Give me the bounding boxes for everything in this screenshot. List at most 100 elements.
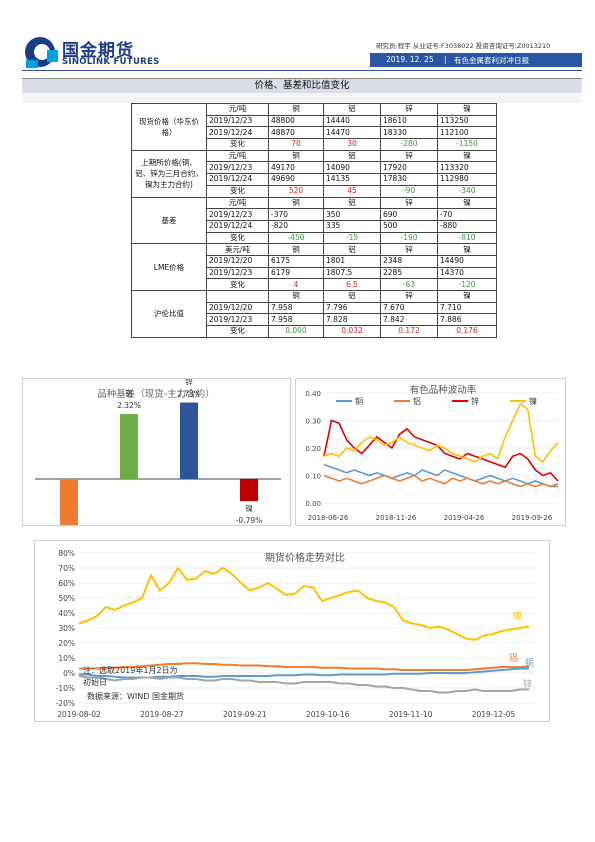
series-line bbox=[79, 662, 530, 671]
y-tick-label: 0.00 bbox=[305, 500, 321, 508]
value-cell: 14490 bbox=[437, 254, 497, 268]
value-cell: 7.958 bbox=[268, 301, 324, 315]
metal-header: 铝 bbox=[323, 103, 381, 116]
chart-note: 注：选取2019年1月2日为 bbox=[83, 665, 178, 675]
change-value: -190 bbox=[380, 231, 438, 245]
bar bbox=[180, 402, 198, 479]
date-cell: 2019/12/23 bbox=[206, 114, 269, 128]
volatility-line-chart: 0.00 0.10 0.20 0.30 0.40 2018-06-26 2018-11-26… bbox=[305, 384, 559, 522]
y-tick-label: 50% bbox=[58, 594, 75, 603]
series-line bbox=[78, 675, 529, 694]
chart-source: 数据来源：WIND 国金期货 bbox=[87, 691, 184, 701]
value-cell: 17830 bbox=[380, 173, 438, 186]
x-tick-label: 2019-04-26 bbox=[444, 514, 485, 522]
value-cell: 1807.5 bbox=[323, 266, 381, 280]
table-row: 2019/12/24 49690 14135 17830 112980 bbox=[132, 173, 497, 186]
change-value: 0.032 bbox=[323, 325, 381, 338]
change-value: 0.000 bbox=[268, 325, 324, 338]
change-label: 变化 bbox=[206, 184, 269, 198]
value-cell: 112100 bbox=[437, 126, 497, 140]
section-background bbox=[22, 93, 582, 103]
metal-header: 锌 bbox=[380, 196, 438, 210]
value-cell: -370 bbox=[268, 208, 324, 221]
change-value: -1150 bbox=[437, 138, 497, 151]
value-cell: 49690 bbox=[268, 173, 324, 186]
date-cell: 2019/12/23 bbox=[206, 161, 269, 175]
table-header-row: LME价格 美元/吨铜铝锌镍 bbox=[131, 243, 497, 291]
value-cell: 7.710 bbox=[437, 301, 497, 315]
category-label: 铝 bbox=[125, 388, 133, 398]
value-cell: 7.828 bbox=[323, 313, 381, 327]
group-label: 基差 bbox=[131, 196, 207, 245]
metal-header: 铜 bbox=[268, 149, 324, 163]
change-value: -120 bbox=[437, 278, 497, 291]
value-cell: 7.886 bbox=[437, 313, 497, 327]
change-value: -450 bbox=[268, 231, 324, 245]
change-value: -810 bbox=[437, 231, 497, 245]
analyst-info: 研究员:程宇 从业证号:F3038022 投资咨询证号:Z0013210 bbox=[376, 42, 551, 50]
value-cell: 335 bbox=[323, 219, 381, 233]
change-value: -340 bbox=[437, 184, 497, 198]
table-header-row: 沪伦比值 铜铝锌镍 bbox=[131, 290, 497, 338]
x-tick-label: 2019-11-10 bbox=[389, 710, 433, 719]
chart-title: 品种基差（现货-主力合约） bbox=[97, 388, 214, 400]
value-cell: 7.958 bbox=[268, 313, 324, 327]
change-value: 0.172 bbox=[380, 325, 438, 338]
x-tick-label: 2019-09-26 bbox=[512, 514, 553, 522]
basis-bar-chart: 品种基差（现货-主力合约）铜-1.68%铝2.32%锌2.73%镍-0.79% bbox=[35, 377, 281, 550]
logo-text-en: SINOLINK FUTURES bbox=[62, 57, 160, 67]
date-cell: 2019/12/24 bbox=[206, 126, 269, 140]
y-tick-label: 0% bbox=[63, 669, 75, 678]
x-tick-label: 2019-10-16 bbox=[306, 710, 350, 719]
value-cell: 14370 bbox=[437, 266, 497, 280]
bar bbox=[240, 479, 258, 502]
metal-header: 铝 bbox=[323, 149, 381, 163]
y-tick-label: 40% bbox=[58, 609, 75, 618]
metal-header: 锌 bbox=[380, 290, 438, 303]
price-trend-chart-frame: 80% 70% 60% 50% 40% 30% 20% 10% 0% -10% -20% 2019-0… bbox=[34, 540, 550, 722]
series-line bbox=[78, 566, 530, 642]
date-cell: 2019/12/24 bbox=[206, 219, 269, 233]
change-value: 6.5 bbox=[323, 278, 381, 291]
group-label: 上期所价格(铜、铝、锌为三月合约，镍为主力合约) bbox=[131, 149, 207, 198]
series-label: 铜 bbox=[525, 657, 534, 669]
change-label: 变化 bbox=[206, 138, 269, 151]
metal-header: 铝 bbox=[323, 243, 381, 256]
change-value: 520 bbox=[268, 184, 324, 198]
table-row: 2019/12/20 6175 1801 2348 14490 bbox=[132, 254, 497, 268]
logo-text-cn: 国金期货 bbox=[62, 41, 134, 61]
table-row: 2019/12/24 -820 335 500 -880 bbox=[132, 219, 497, 233]
metal-header: 锌 bbox=[380, 103, 438, 116]
series-line bbox=[323, 474, 559, 488]
change-row: 变化 520 45 -90 -340 bbox=[132, 184, 497, 198]
table-header-row: 上期所价格(铜、铝、锌为三月合约，镍为主力合约) 元/吨铜铝锌镍 bbox=[131, 149, 497, 198]
value-cell: 48800 bbox=[268, 114, 324, 128]
value-cell: -820 bbox=[268, 219, 324, 233]
data-label: 2.32% bbox=[117, 401, 141, 410]
unit-cell: 元/吨 bbox=[206, 103, 269, 116]
value-cell: 18610 bbox=[380, 114, 438, 128]
legend-label: 锌 bbox=[471, 396, 479, 406]
y-tick-label: 10% bbox=[58, 654, 75, 663]
y-tick-label: 0.30 bbox=[305, 418, 321, 426]
metal-header: 锌 bbox=[380, 243, 438, 256]
change-value: -280 bbox=[380, 138, 438, 151]
value-cell: 14090 bbox=[323, 161, 381, 175]
category-label: 镍 bbox=[245, 503, 253, 513]
value-cell: 14135 bbox=[323, 173, 381, 186]
value-cell: -70 bbox=[437, 208, 497, 221]
metal-header: 铝 bbox=[323, 290, 381, 303]
change-row: 变化 70 30 -280 -1150 bbox=[132, 138, 497, 151]
change-value: 30 bbox=[323, 138, 381, 151]
date-cell: 2019/12/20 bbox=[206, 254, 269, 268]
value-cell: 14470 bbox=[323, 126, 381, 140]
value-cell: 113250 bbox=[437, 114, 497, 128]
change-row: 变化 -450 -15 -190 -810 bbox=[132, 231, 497, 245]
metal-header: 镍 bbox=[437, 103, 497, 116]
metal-header: 铜 bbox=[268, 290, 324, 303]
series-label: 铝 bbox=[509, 652, 518, 664]
series-line bbox=[323, 402, 559, 463]
change-label: 变化 bbox=[206, 325, 269, 338]
date-cell: 2019/12/20 bbox=[206, 301, 269, 315]
bar bbox=[60, 479, 78, 527]
